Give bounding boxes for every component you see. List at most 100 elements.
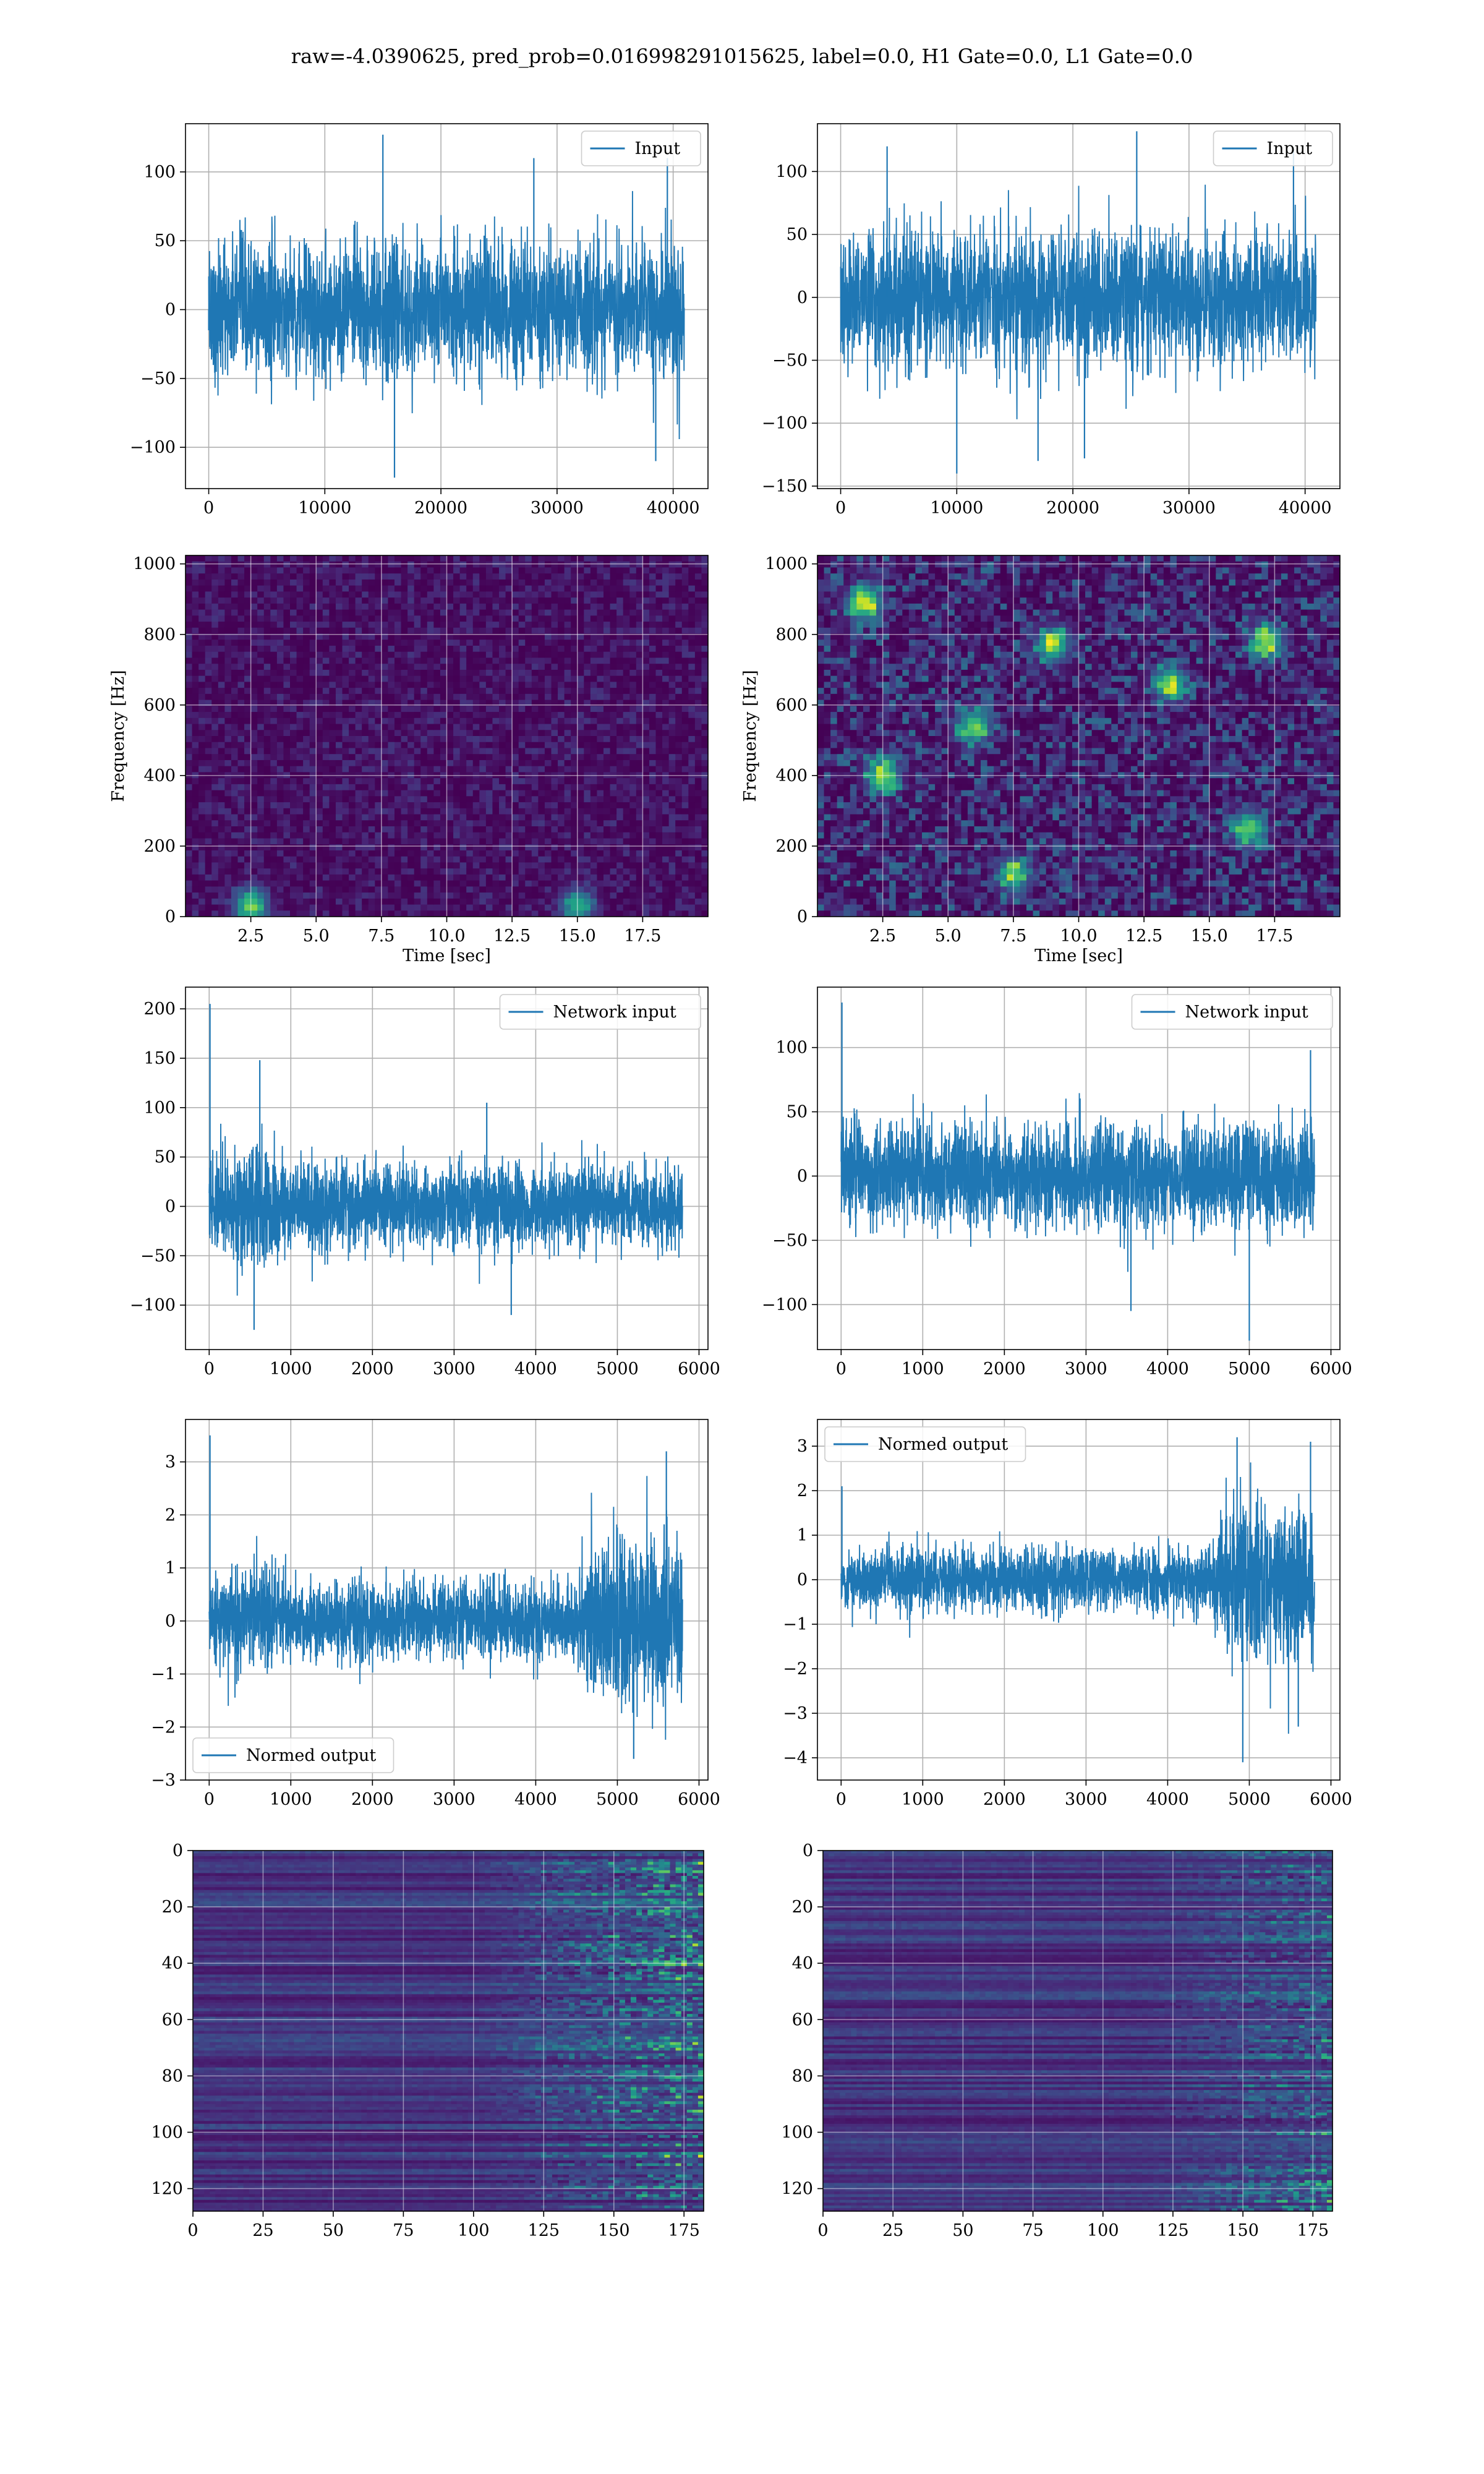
spectrogram-cell [231,868,238,875]
spectrogram-cell [382,881,388,887]
spectrogram-cell [211,712,218,718]
spectrogram-cell [512,899,519,905]
spectrogram-cell [375,910,382,917]
spectrogram-cell [552,826,558,833]
spectrogram-cell [303,562,310,568]
spectrogram-cell [591,646,597,652]
spectrogram-cell [211,640,218,646]
spectrogram-cell [558,742,565,748]
spectrogram-cell [427,706,434,712]
spectrogram-cell [603,580,610,586]
spectrogram-cell [532,784,539,790]
spectrogram-cell [323,784,330,790]
spectrogram-cell [277,628,284,634]
spectrogram-cell [486,875,493,881]
spectrogram-cell [186,748,192,754]
spectrogram-cell [603,646,610,652]
spectrogram-cell [552,881,558,887]
spectrogram-cell [218,573,225,580]
spectrogram-cell [623,748,630,754]
spectrogram-cell [192,591,199,597]
spectrogram-cell [251,718,258,724]
spectrogram-cell [388,646,394,652]
spectrogram-cell [492,886,499,892]
spectrogram-cell [297,892,304,899]
spectrogram-cell [310,706,317,712]
spectrogram-cell [401,562,408,568]
spectrogram-cell [571,604,578,610]
spectrogram-cell [336,875,343,881]
spectrogram-cell [356,604,362,610]
spectrogram-cell [565,664,571,670]
spectrogram-cell [290,718,297,724]
spectrogram-cell [277,573,284,580]
spectrogram-cell [610,628,617,634]
spectrogram-cell [420,706,427,712]
spectrogram-cell [401,604,408,610]
spectrogram-cell [310,802,317,808]
spectrogram-cell [466,778,473,784]
spectrogram-cell [591,796,597,802]
spectrogram-cell [545,706,552,712]
spectrogram-cell [616,670,623,676]
spectrogram-cell [198,802,205,808]
spectrogram-cell [329,676,336,682]
spectrogram-cell [329,862,336,868]
spectrogram-cell [578,664,584,670]
spectrogram-cell [349,766,356,773]
spectrogram-cell [388,640,394,646]
spectrogram-cell [323,736,330,742]
spectrogram-cell [584,664,591,670]
spectrogram-cell [479,910,486,917]
spectrogram-cell [623,826,630,833]
spectrogram-cell [277,615,284,622]
spectrogram-cell [394,754,401,760]
spectrogram-cell [277,682,284,688]
spectrogram-cell [603,591,610,597]
spectrogram-cell [211,850,218,857]
spectrogram-cell [356,640,362,646]
spectrogram-cell [629,622,636,628]
spectrogram-cell [238,622,245,628]
spectrogram-cell [323,652,330,658]
spectrogram-cell [251,838,258,844]
spectrogram-cell [578,562,584,568]
legend-label: Input [1267,139,1313,158]
spectrogram-cell [283,562,290,568]
spectrogram-cell [192,826,199,833]
spectrogram-cell [552,868,558,875]
spectrogram-cell [388,899,394,905]
spectrogram-cell [270,766,277,773]
spectrogram-cell [369,760,375,766]
spectrogram-cell [499,724,506,730]
spectrogram-cell [519,657,526,664]
spectrogram-cell [218,905,225,911]
spectrogram-cell [238,730,245,736]
spectrogram-cell [616,790,623,797]
spectrogram-cell [486,899,493,905]
spectrogram-cell [198,670,205,676]
spectrogram-cell [382,844,388,850]
spectrogram-cell [584,748,591,754]
spectrogram-cell [218,682,225,688]
spectrogram-cell [192,784,199,790]
spectrogram-cell [336,905,343,911]
spectrogram-cell [578,586,584,592]
spectrogram-cell [270,820,277,826]
spectrogram-cell [218,580,225,586]
spectrogram-cell [486,802,493,808]
spectrogram-cell [506,748,513,754]
spectrogram-cell [610,838,617,844]
spectrogram-cell [532,748,539,754]
spectrogram-cell [571,664,578,670]
spectrogram-cell [394,646,401,652]
spectrogram-cell [610,640,617,646]
spectrogram-cell [264,628,271,634]
spectrogram-cell [362,664,369,670]
spectrogram-cell [603,778,610,784]
spectrogram-cell [401,664,408,670]
spectrogram-cell [558,754,565,760]
spectrogram-cell [466,910,473,917]
spectrogram-cell [251,754,258,760]
spectrogram-cell [349,862,356,868]
